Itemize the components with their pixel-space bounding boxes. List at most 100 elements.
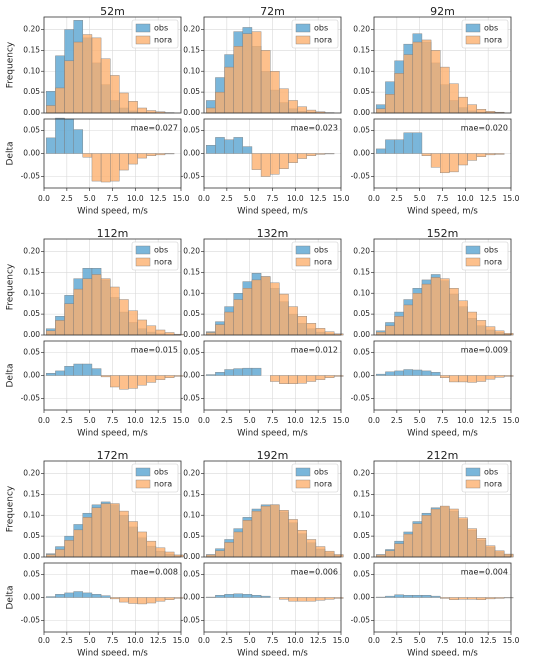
y-tick-label: 0.05 [183, 309, 200, 318]
legend-swatch-nora [465, 479, 481, 489]
bar-nora [206, 107, 216, 114]
delta-bar [137, 375, 147, 386]
delta-bar [403, 595, 414, 598]
bar-nora [430, 277, 441, 336]
legend-swatch-obs [295, 467, 311, 477]
x-tick-label: 2.5 [221, 194, 233, 203]
x-tick-label: 2.5 [61, 194, 73, 203]
bar-nora [403, 54, 414, 114]
chart-title: 92m [430, 5, 455, 18]
delta-bar [297, 375, 307, 384]
mae-annotation: mae=0.009 [461, 346, 508, 355]
x-tick-label: 15.0 [503, 194, 520, 203]
x-tick-label: 5.0 [414, 416, 426, 425]
bar-nora [324, 331, 335, 336]
delta-bar [458, 597, 468, 600]
bar-nora [279, 510, 289, 558]
delta-bar [306, 153, 317, 156]
y-tick-label: 0.10 [353, 510, 370, 519]
delta-bar [333, 597, 344, 599]
delta-bar [242, 594, 253, 598]
y-axis-label-delta: Delta [6, 585, 16, 609]
y-tick-label: 0.20 [183, 25, 200, 34]
y-tick-label: 0.15 [23, 45, 40, 54]
delta-bar [288, 597, 298, 602]
y-tick-label: 0.10 [353, 66, 370, 75]
hist-axes-frame [43, 16, 182, 114]
bar-nora [128, 310, 138, 336]
delta-bar [242, 367, 253, 376]
delta-bar [315, 597, 326, 601]
delta-bar [242, 146, 253, 154]
delta-bar [494, 375, 505, 378]
y-tick-label: 0.00 [183, 108, 200, 117]
delta-y-tick-label: 0.00 [23, 371, 40, 380]
legend-swatch-obs [295, 245, 311, 255]
y-tick-label: 0.10 [183, 288, 200, 297]
y-tick-label: 0.05 [183, 531, 200, 540]
delta-bar [306, 375, 317, 382]
y-tick-label: 0.10 [183, 510, 200, 519]
delta-bar [224, 369, 234, 376]
bar-nora [119, 299, 129, 336]
y-tick-label: 0.15 [183, 489, 200, 498]
bar-nora [297, 530, 307, 558]
delta-bar [46, 596, 56, 598]
bar-nora [242, 33, 253, 114]
delta-bar [155, 375, 166, 380]
bar-nora [270, 504, 280, 558]
x-tick-label: 7.5 [267, 416, 279, 425]
delta-bar [110, 153, 120, 182]
bar-nora [449, 83, 459, 114]
delta-bar [467, 597, 477, 600]
y-tick-label: 0.15 [183, 45, 200, 54]
x-axis-label: Wind speed, m/s [77, 207, 148, 217]
legend-label-obs: obs [314, 468, 328, 477]
delta-bar [215, 595, 225, 598]
x-tick-label: 10.0 [127, 636, 144, 645]
bar-nora [119, 510, 129, 558]
bar-nora [440, 66, 450, 114]
x-tick-label: 0.0 [368, 636, 380, 645]
bar-nora [385, 325, 395, 336]
bar-nora [64, 540, 74, 558]
y-tick-label: 0.20 [353, 469, 370, 478]
x-tick-label: 0.0 [38, 416, 50, 425]
bar-nora [128, 101, 138, 114]
legend-label-obs: obs [154, 468, 168, 477]
x-tick-label: 15.0 [173, 416, 190, 425]
x-tick-label: 12.5 [310, 636, 327, 645]
bar-nora [412, 293, 423, 336]
delta-bar [224, 139, 234, 154]
chart-title: 192m [257, 449, 289, 462]
delta-bar [100, 375, 111, 378]
delta-y-tick-label: -0.05 [181, 616, 201, 625]
bar-nora [324, 550, 335, 558]
bar-nora [233, 299, 244, 336]
hist-axes-frame [203, 16, 342, 114]
delta-bar [394, 594, 404, 598]
bar-nora [46, 330, 56, 336]
delta-bar [64, 118, 74, 154]
y-tick-label: 0.20 [353, 25, 370, 34]
x-axis-label: Wind speed, m/s [407, 429, 478, 439]
x-tick-label: 0.0 [368, 194, 380, 203]
bar-nora [110, 503, 120, 558]
x-tick-label: 10.0 [287, 636, 304, 645]
x-tick-label: 7.5 [107, 416, 119, 425]
x-tick-label: 5.0 [84, 416, 96, 425]
delta-bar [430, 153, 441, 168]
hist-axes-frame [373, 238, 512, 336]
bar-nora [82, 278, 93, 336]
y-tick-label: 0.15 [183, 267, 200, 276]
x-tick-label: 15.0 [333, 636, 350, 645]
bar-nora [233, 531, 244, 558]
legend-swatch-nora [465, 257, 481, 267]
bar-nora [137, 319, 147, 336]
y-tick-label: 0.00 [353, 552, 370, 561]
delta-bar [440, 597, 450, 599]
x-tick-label: 10.0 [287, 416, 304, 425]
bar-nora [315, 546, 326, 558]
bar-nora [155, 329, 166, 336]
